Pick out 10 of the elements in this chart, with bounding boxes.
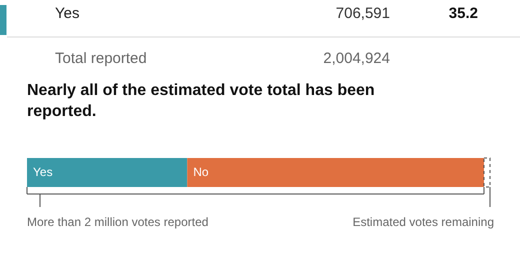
chart-title: Nearly all of the estimated vote total has been reported. (27, 82, 375, 120)
text: 2,004,924 (323, 50, 390, 67)
text: Total reported (55, 50, 147, 67)
text: Yes (55, 5, 80, 22)
text: Estimated votes remaining (352, 215, 494, 229)
text: 706,591 (336, 5, 390, 22)
text: 35.2 (448, 5, 478, 22)
series-label: No (193, 165, 209, 179)
series-label: Yes (33, 165, 53, 179)
text: More than 2 million votes reported (27, 215, 208, 229)
